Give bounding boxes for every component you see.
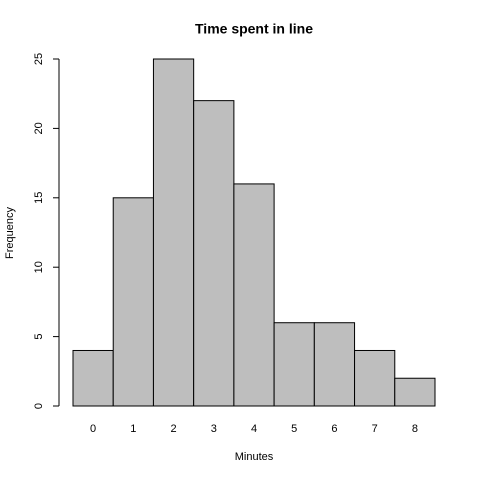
- bar: [72, 349, 114, 407]
- x-tick-label: 0: [90, 423, 96, 435]
- bar: [313, 322, 356, 407]
- chart-title: Time spent in line: [195, 21, 313, 37]
- bar: [112, 197, 154, 407]
- y-tick-label: 15: [33, 192, 45, 204]
- y-tick-label: 0: [33, 403, 45, 409]
- y-tick-label: 10: [33, 261, 45, 273]
- x-tick-label: 7: [372, 423, 378, 435]
- x-tick-label: 2: [170, 423, 176, 435]
- x-tick-label: 4: [251, 423, 257, 435]
- x-tick-label: 1: [130, 423, 136, 435]
- bar: [233, 183, 275, 407]
- x-tick-label: 3: [211, 423, 217, 435]
- y-tick-label: 20: [33, 122, 45, 134]
- bar: [193, 100, 235, 407]
- y-axis-label: Frequency: [4, 207, 16, 259]
- bar: [394, 377, 436, 407]
- bar: [273, 322, 315, 407]
- x-tick-label: 8: [412, 423, 418, 435]
- bar: [354, 349, 396, 407]
- x-tick-label: 5: [291, 423, 297, 435]
- y-tick-label: 25: [33, 53, 45, 65]
- y-tick-label: 5: [33, 334, 45, 340]
- x-axis-label: Minutes: [235, 451, 274, 463]
- x-tick-label: 6: [331, 423, 337, 435]
- bar: [152, 58, 195, 407]
